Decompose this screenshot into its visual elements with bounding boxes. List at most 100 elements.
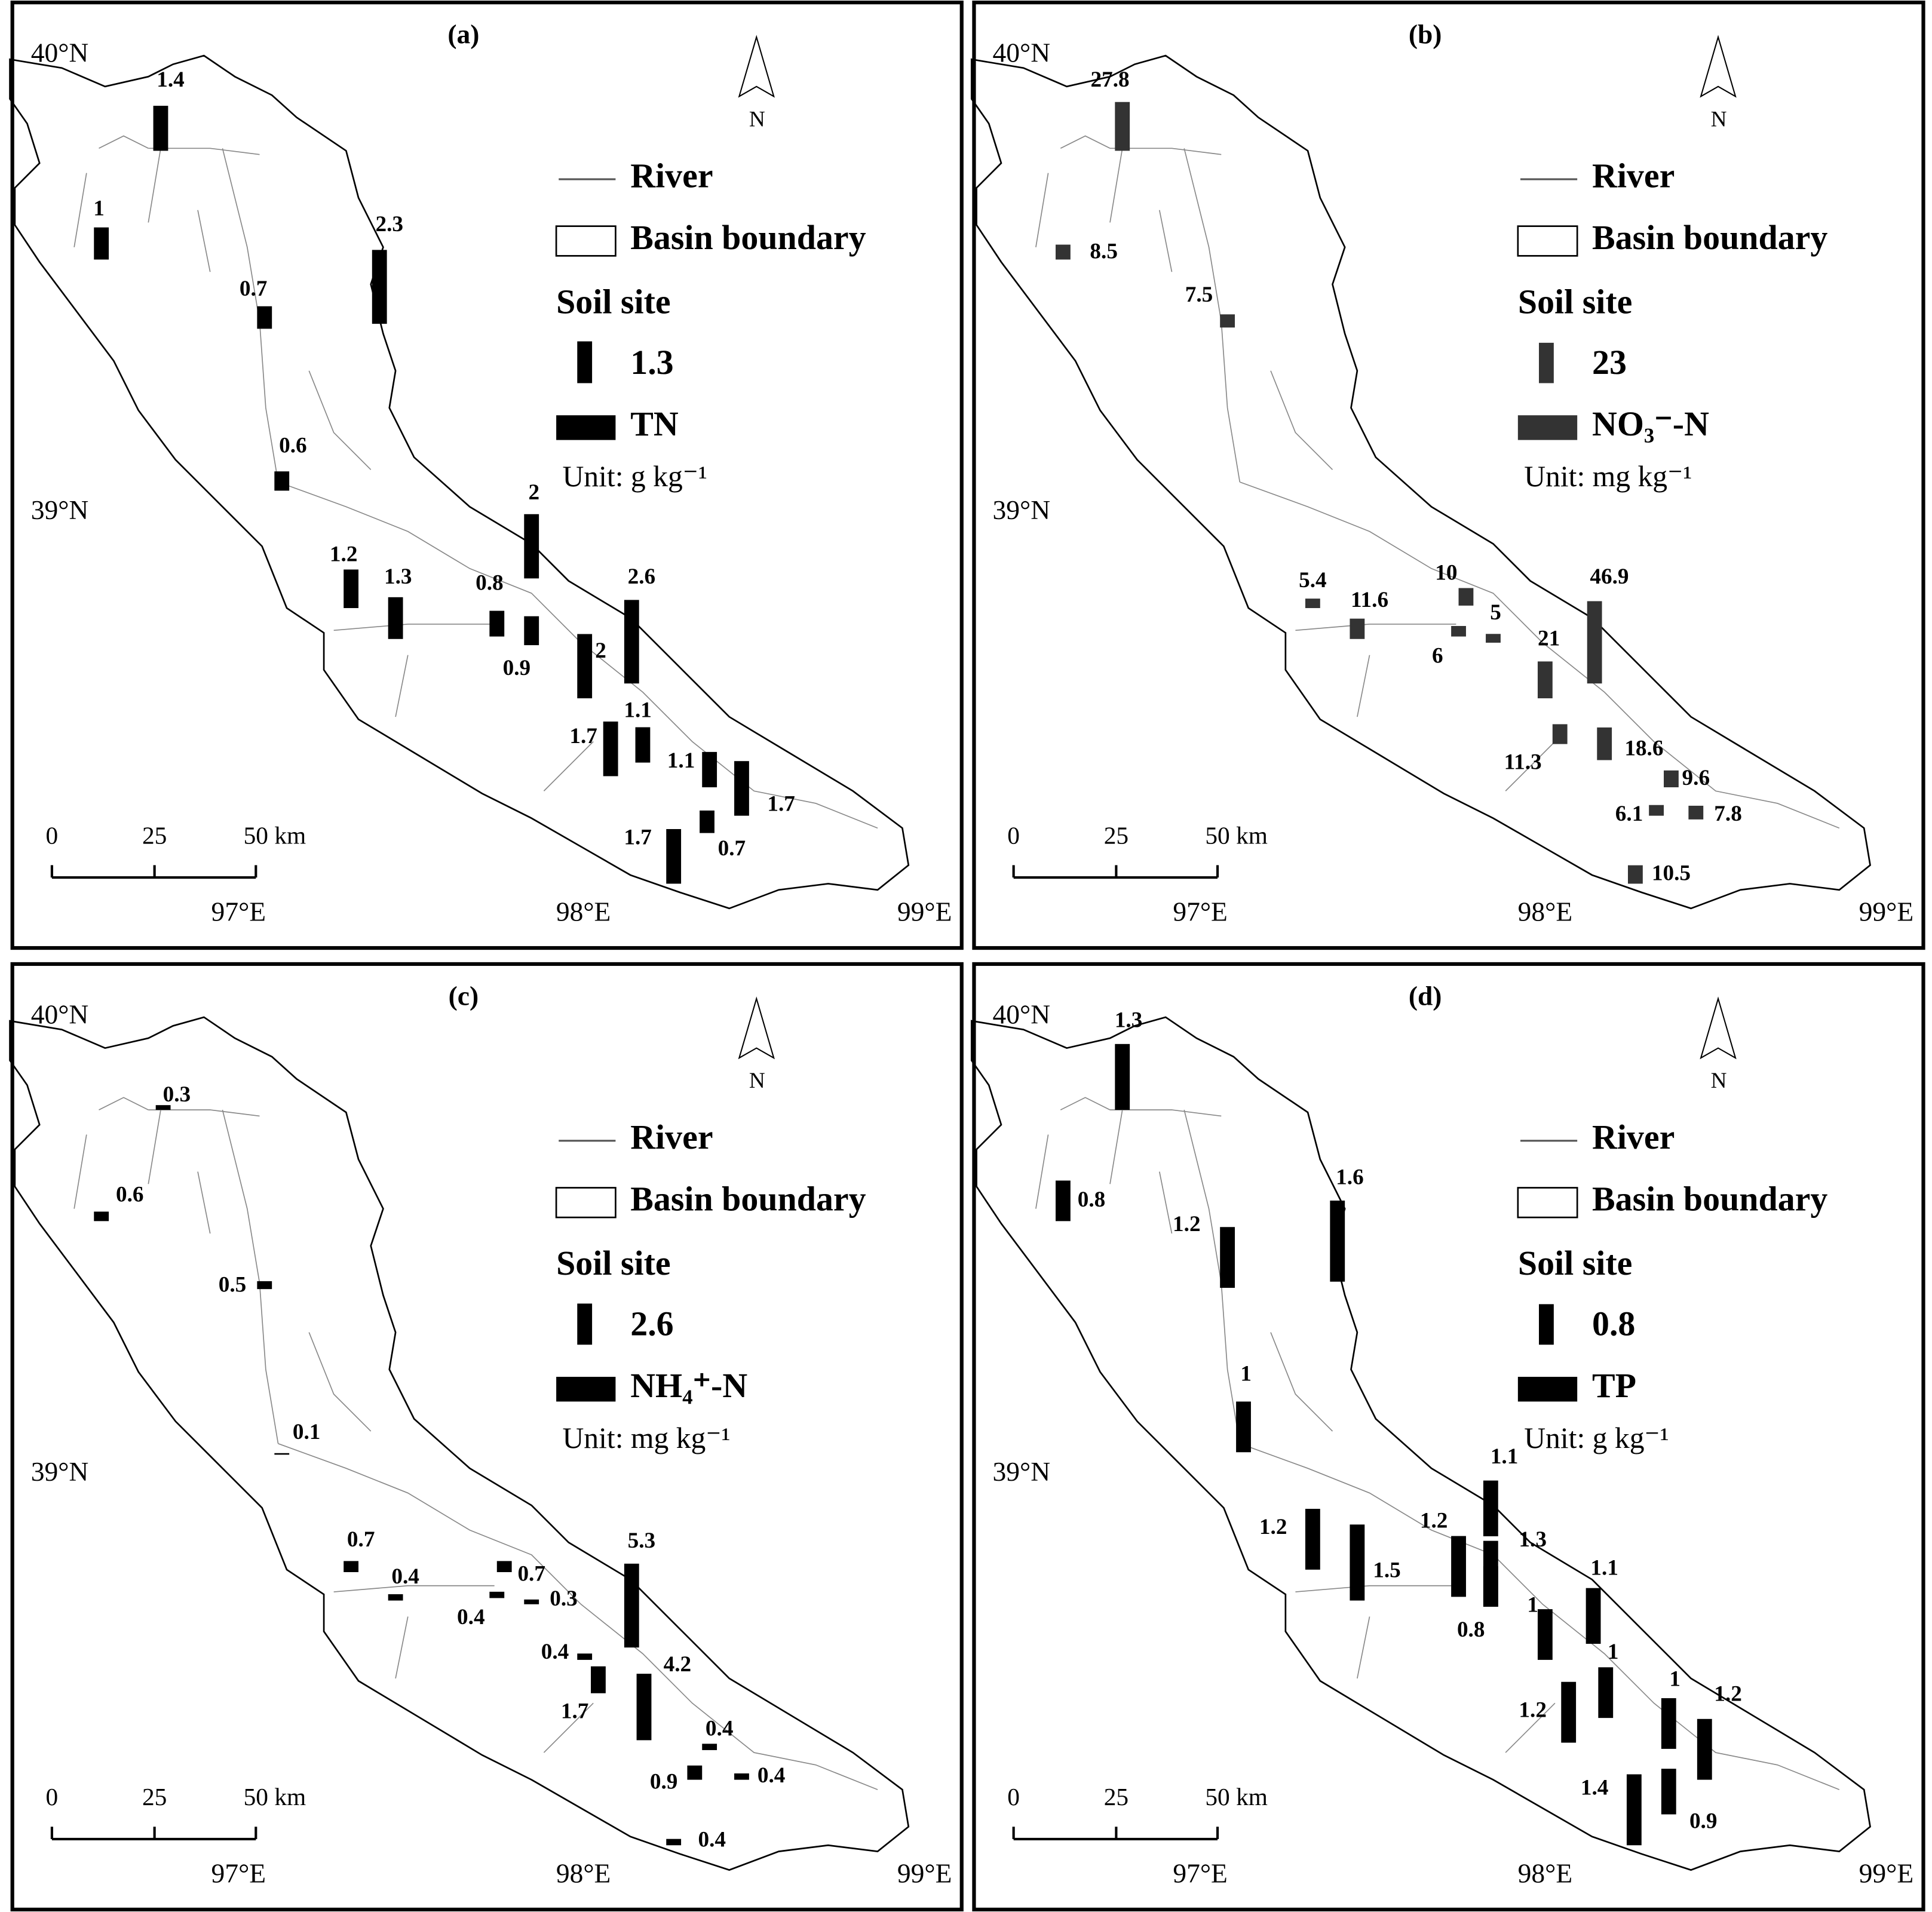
site-value: 27.8 (1090, 67, 1129, 92)
site-bar (274, 1453, 290, 1455)
legend-text: Basin boundary (630, 218, 866, 257)
site-value: 1.2 (1173, 1212, 1201, 1236)
lat-label: 39°N (992, 495, 1050, 525)
north-arrow (738, 35, 775, 98)
legend-basin (555, 1187, 617, 1219)
legend-text: Basin boundary (630, 1180, 866, 1219)
scale-label: 50 (244, 1783, 268, 1810)
site-bar (687, 1765, 703, 1780)
basin-boundary (970, 54, 1872, 910)
legend-bar (577, 341, 593, 383)
site-value: 10 (1435, 561, 1457, 585)
site-bar (1451, 1536, 1466, 1597)
legend-text: TN (630, 404, 679, 443)
site-bar (1628, 865, 1643, 884)
river (543, 741, 594, 791)
lon-label: 98°E (1518, 897, 1573, 927)
site-value: 18.6 (1624, 736, 1663, 761)
lon-label: 98°E (556, 1858, 611, 1888)
site-value: 0.9 (1689, 1809, 1718, 1834)
north-label: N (749, 1069, 765, 1093)
legend-text: Soil site (1518, 1244, 1632, 1282)
river (1270, 370, 1333, 470)
site-value: 1.3 (1115, 1008, 1143, 1033)
lon-label: 98°E (1518, 1858, 1573, 1888)
scale-label: 50 (244, 821, 268, 849)
site-bar (1483, 1480, 1498, 1536)
legend-value: 23 (1592, 343, 1627, 382)
site-value: 0.4 (541, 1640, 569, 1664)
site-value: 1.7 (569, 724, 597, 748)
legend-variable (1517, 415, 1578, 440)
legend-unit: Unit: g kg⁻¹ (1524, 1422, 1669, 1454)
river (1295, 624, 1456, 631)
legend-basin (1517, 225, 1578, 257)
north-arrow (1700, 996, 1737, 1060)
site-value: 1.4 (1581, 1776, 1609, 1800)
site-value: 0.7 (240, 277, 268, 301)
site-bar (577, 1653, 593, 1660)
site-bar (702, 1744, 717, 1750)
site-bar (1458, 588, 1474, 606)
site-bar (1586, 1588, 1601, 1644)
site-value: 1.1 (624, 698, 652, 722)
river (1240, 1443, 1840, 1790)
site-value: 0.4 (758, 1763, 786, 1788)
site-bar (1661, 1769, 1676, 1815)
site-value: 0.3 (163, 1082, 191, 1107)
lon-label: 97°E (211, 897, 266, 927)
site-bar (1483, 1566, 1498, 1607)
site-value: 5.4 (1299, 568, 1327, 593)
legend-text: NH₄⁺-N (630, 1366, 747, 1405)
site-value: 6.1 (1615, 802, 1643, 826)
site-bar (700, 810, 714, 833)
river (1505, 1702, 1556, 1753)
river (1159, 1171, 1173, 1234)
site-bar (1649, 805, 1664, 816)
river (1357, 1616, 1370, 1679)
site-bar (1561, 1681, 1577, 1743)
panel-frame (10, 962, 964, 1911)
site-value: 1 (1608, 1640, 1619, 1664)
site-value: 0.8 (1457, 1618, 1485, 1642)
legend-variable (556, 1377, 616, 1402)
basin-boundary (9, 1016, 910, 1871)
site-value: 0.1 (293, 1420, 321, 1444)
site-value: 1 (93, 196, 105, 220)
panel-label: (c) (449, 980, 479, 1011)
site-bar (1056, 1180, 1071, 1222)
site-value: 2 (595, 639, 606, 663)
lat-label: 39°N (992, 1456, 1050, 1487)
legend-text: River (630, 1118, 713, 1156)
river (333, 624, 495, 631)
site-bar (636, 1674, 652, 1741)
river (1109, 148, 1123, 223)
site-bar (524, 1599, 539, 1604)
lon-label: 99°E (897, 897, 952, 927)
site-bar (624, 1563, 639, 1648)
river (1035, 173, 1049, 247)
site-bar (1220, 314, 1235, 328)
panel: (b) N 40°N 39°N 97°E 98°E 99°E 0 25 50 km River Basi… (970, 1, 1925, 950)
panel-frame (972, 1, 1925, 950)
legend-text: Soil site (556, 282, 670, 321)
site-value: 1.2 (1259, 1515, 1287, 1539)
legend-variable (556, 415, 616, 440)
site-bar (1697, 1718, 1712, 1780)
site-value: 4.2 (664, 1652, 692, 1677)
legend-variable (1517, 1377, 1578, 1402)
river (395, 655, 409, 717)
north-label: N (1711, 1069, 1727, 1093)
panel-frame (10, 1, 964, 950)
site-bar (1056, 244, 1071, 260)
river (1110, 148, 1222, 155)
site-value: 0.4 (706, 1716, 734, 1741)
north-label: N (749, 107, 765, 131)
river (1109, 1109, 1123, 1184)
river (543, 1702, 594, 1753)
site-bar (591, 1666, 606, 1693)
site-bar (489, 610, 505, 637)
site-value: 0.7 (517, 1562, 545, 1586)
site-bar (94, 227, 109, 260)
north-label: N (1711, 107, 1727, 131)
